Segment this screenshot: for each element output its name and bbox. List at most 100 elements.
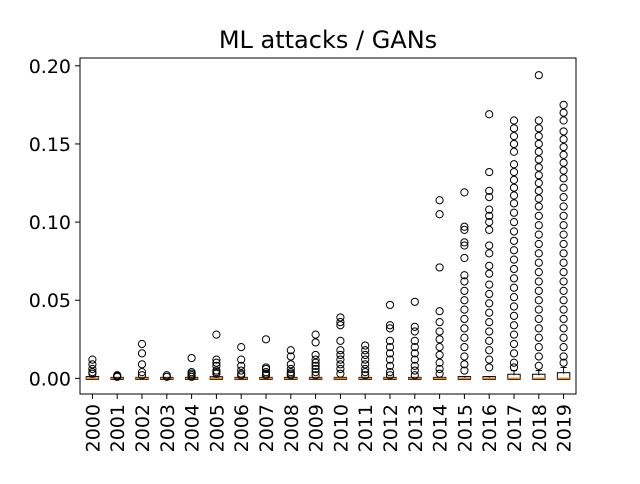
box-group — [160, 371, 174, 381]
y-tick-label: 0.10 — [29, 212, 71, 234]
flier-point — [385, 368, 395, 377]
flier-point — [559, 142, 568, 152]
flier-point — [311, 364, 320, 374]
box — [556, 372, 571, 380]
flier-point — [559, 258, 568, 267]
flier-point — [509, 160, 519, 169]
flier-point — [88, 355, 97, 364]
flier-point — [559, 268, 568, 277]
flier-point — [534, 324, 543, 333]
flier-point — [509, 363, 519, 372]
flier-point — [534, 343, 543, 352]
flier-point — [509, 358, 519, 367]
flier-point — [509, 217, 519, 227]
flier-point — [485, 299, 494, 308]
flier-point — [559, 324, 568, 333]
flier-point — [286, 360, 295, 369]
flier-point — [534, 296, 543, 305]
flier-point — [509, 321, 519, 330]
flier-point — [509, 274, 519, 283]
box-group — [408, 297, 422, 380]
flier-point — [385, 349, 395, 358]
flier-point — [534, 171, 543, 180]
flier-point — [137, 371, 147, 380]
flier-point — [534, 268, 543, 277]
flier-point — [509, 167, 519, 177]
flier-point — [559, 116, 568, 125]
box-group — [110, 371, 124, 381]
flier-point — [509, 208, 519, 217]
flier-point — [460, 222, 469, 231]
flier-point — [485, 269, 494, 278]
x-tick-label: 2007 — [256, 404, 278, 452]
y-axis: 0.00 0.05 0.10 0.15 0.20 — [29, 56, 80, 390]
flier-point — [559, 314, 568, 324]
flier-point — [460, 314, 469, 324]
flier-point — [237, 355, 246, 364]
flier-point — [212, 361, 221, 370]
flier-point — [286, 346, 295, 355]
flier-point — [509, 255, 519, 264]
flier-point — [311, 371, 320, 380]
flier-point — [559, 230, 568, 239]
flier-point — [261, 364, 271, 374]
flier-point — [460, 366, 469, 375]
flier-point — [460, 305, 469, 314]
x-tick-label: 2018 — [529, 404, 551, 452]
flier-point — [88, 360, 97, 369]
box-group — [135, 339, 149, 380]
flier-point — [212, 330, 221, 339]
flier-point — [410, 349, 419, 358]
flier-point — [460, 241, 469, 250]
flier-point — [534, 239, 543, 249]
flier-point — [559, 100, 568, 109]
flier-point — [237, 371, 246, 380]
flier-point — [534, 286, 543, 295]
flier-point — [509, 175, 519, 184]
flier-point — [435, 343, 444, 352]
x-tick-label: 2003 — [157, 404, 179, 452]
flier-point — [559, 166, 568, 175]
flier-point — [410, 361, 419, 370]
flier-point — [212, 355, 221, 364]
flier-point — [534, 305, 543, 314]
flier-point — [460, 238, 469, 247]
flier-point — [485, 346, 494, 355]
flier-point — [485, 318, 494, 327]
flier-point — [460, 343, 469, 352]
flier-point — [113, 371, 122, 381]
flier-point — [559, 202, 568, 211]
flier-point — [435, 307, 444, 316]
flier-point — [410, 322, 419, 331]
flier-point — [509, 132, 519, 141]
box-group — [383, 300, 397, 380]
flier-point — [534, 314, 543, 324]
flier-point — [336, 355, 345, 364]
flier-point — [534, 230, 543, 239]
flier-point — [435, 364, 444, 374]
flier-point — [559, 192, 568, 202]
box-group — [507, 116, 521, 380]
x-tick-label: 2006 — [231, 404, 253, 452]
flier-point — [336, 321, 345, 330]
flier-point — [509, 349, 519, 358]
flier-point — [336, 346, 345, 355]
flier-point — [534, 71, 543, 80]
flier-point — [509, 293, 519, 302]
flier-point — [534, 139, 543, 149]
flier-point — [286, 352, 295, 361]
flier-point — [361, 350, 370, 360]
flier-point — [559, 277, 568, 286]
flier-point — [385, 355, 395, 364]
flier-point — [187, 353, 196, 363]
flier-point — [385, 300, 395, 310]
box — [532, 373, 546, 380]
flier-point — [361, 355, 370, 364]
flier-point — [261, 335, 271, 344]
flier-point — [509, 246, 519, 255]
flier-point — [311, 368, 320, 377]
box-group — [532, 71, 546, 380]
flier-point — [410, 336, 419, 345]
flier-point — [385, 371, 395, 380]
